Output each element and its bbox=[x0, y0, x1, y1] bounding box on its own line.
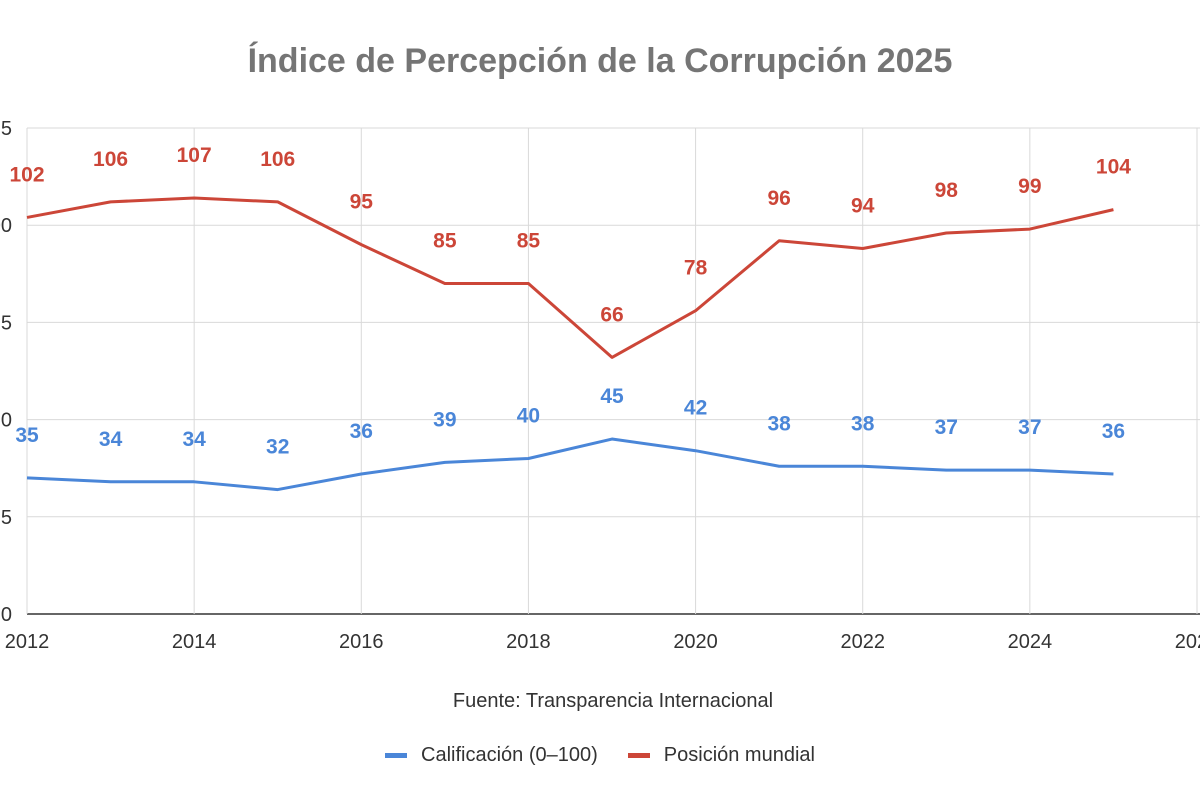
x-tick-label: 2014 bbox=[172, 631, 217, 653]
data-label: 38 bbox=[851, 412, 875, 435]
data-label: 36 bbox=[1102, 420, 1125, 443]
line-chart: 0 25 50 75 100 125 2012 2014 2016 2018 2020 2022 202… bbox=[0, 118, 1200, 653]
data-label: 66 bbox=[600, 303, 623, 326]
data-label: 40 bbox=[517, 404, 540, 427]
x-tick-label: 2026 bbox=[1175, 631, 1200, 653]
data-label: 38 bbox=[767, 412, 791, 435]
data-label: 99 bbox=[1018, 175, 1041, 198]
x-tick-label: 2020 bbox=[673, 631, 718, 653]
data-label: 107 bbox=[177, 144, 212, 167]
data-label: 104 bbox=[1096, 156, 1131, 179]
y-tick-label: 100 bbox=[0, 215, 12, 237]
x-tick-label: 2016 bbox=[339, 631, 384, 653]
y-tick-label: 25 bbox=[0, 507, 12, 529]
data-label: 95 bbox=[350, 191, 374, 214]
y-tick-label: 50 bbox=[0, 410, 12, 432]
data-label: 102 bbox=[9, 163, 44, 186]
y-tick-label: 75 bbox=[0, 312, 12, 334]
data-label: 78 bbox=[684, 257, 708, 280]
data-label: 42 bbox=[684, 397, 707, 420]
legend-item-score: Calificación (0–100) bbox=[385, 744, 598, 767]
source-note: Fuente: Transparencia Internacional bbox=[452, 690, 774, 712]
legend-item-rank: Posición mundial bbox=[627, 744, 815, 767]
data-label: 39 bbox=[433, 408, 456, 431]
legend-swatch bbox=[627, 753, 650, 758]
data-label: 94 bbox=[851, 195, 875, 218]
x-tick-label: 2024 bbox=[1008, 631, 1053, 653]
series-line-score bbox=[26, 437, 1114, 492]
data-label: 34 bbox=[99, 428, 123, 451]
x-tick-label: 2018 bbox=[506, 631, 551, 653]
chart-title: Índice de Percepción de la Corrupción 20… bbox=[247, 42, 953, 80]
legend: Calificación (0–100) Posición mundial bbox=[0, 744, 1200, 767]
data-label: 98 bbox=[935, 179, 959, 202]
legend-label: Calificación (0–100) bbox=[421, 744, 598, 766]
data-label: 37 bbox=[935, 416, 958, 439]
data-label: 32 bbox=[266, 436, 289, 459]
y-tick-label: 125 bbox=[0, 118, 12, 140]
data-label: 106 bbox=[260, 148, 295, 171]
data-label: 35 bbox=[15, 424, 39, 447]
data-label: 85 bbox=[433, 230, 457, 253]
legend-swatch bbox=[385, 753, 408, 758]
data-label: 34 bbox=[182, 428, 206, 451]
legend-label: Posición mundial bbox=[663, 744, 815, 766]
x-tick-label: 2012 bbox=[5, 631, 50, 653]
data-label: 106 bbox=[93, 148, 128, 171]
y-tick-label: 0 bbox=[1, 604, 12, 626]
series-line-rank bbox=[26, 196, 1114, 359]
x-tick-label: 2022 bbox=[840, 631, 885, 653]
data-label: 36 bbox=[350, 420, 373, 443]
data-label: 37 bbox=[1018, 416, 1041, 439]
data-label: 96 bbox=[767, 187, 790, 210]
data-label: 45 bbox=[600, 385, 624, 408]
data-label: 85 bbox=[517, 230, 541, 253]
